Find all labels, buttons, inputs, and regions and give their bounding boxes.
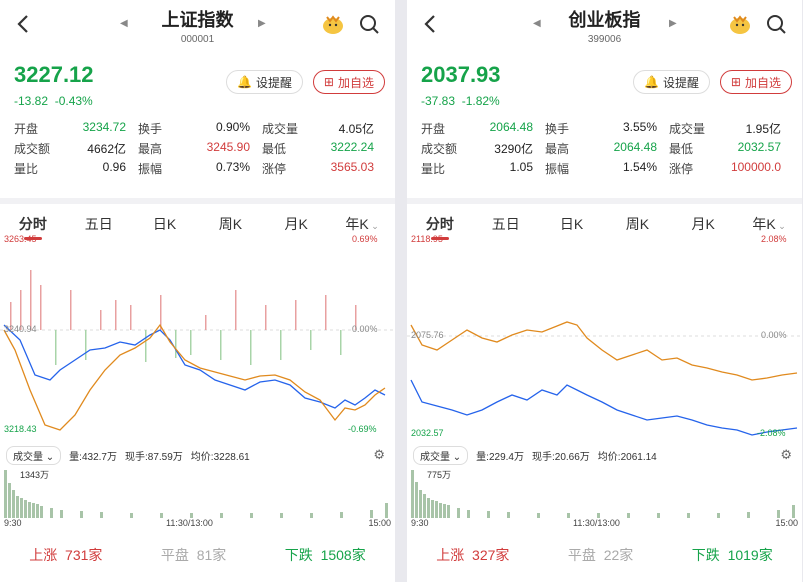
intraday-chart: 2118.95 2.08% 2075.76 0.00% 2032.57 -2.0… [407,234,802,438]
advancers: 上涨 327家 [436,547,510,563]
tab-weekly-k[interactable]: 周K [218,216,243,232]
unchanged: 平盘 22家 [567,547,634,563]
panel-chinext: ◀ 创业板指 399006 ▶ 2037.93 -37.83 -1.82% 🔔 设… [407,0,802,582]
market-breadth: 上涨 731家 平盘 81家 下跌 1508家 [0,540,395,570]
index-name: 上证指数 [161,10,234,30]
tab-monthly-k[interactable]: 月K [284,216,308,232]
search-icon[interactable] [357,12,381,36]
chart-top-pct: 2.08% [761,234,787,244]
price-change: -37.83 -1.82% [421,94,500,108]
search-icon[interactable] [764,12,788,36]
add-watchlist-button[interactable]: ⊞ 加自选 [312,70,385,94]
price-change: -13.82 -0.43% [14,94,93,108]
period-tabs: 分时 五日 日K 周K 月K 年K ⌄ [0,198,395,240]
add-watchlist-button[interactable]: ⊞ 加自选 [719,70,792,94]
chart-mid-pct: 0.00% [352,324,378,334]
back-icon[interactable] [12,12,36,36]
volume-max-label: 1343万 [20,470,49,480]
chart-bottom-pct: -2.08% [757,428,786,438]
tab-yearly-k[interactable]: 年K ⌄ [752,216,786,232]
bell-icon: 🔔 [644,75,659,89]
tab-weekly-k[interactable]: 周K [625,216,650,232]
mascot-icon[interactable] [321,12,345,36]
nav-bar: ◀ 创业板指 399006 ▶ [407,0,802,52]
stats-grid: 开盘 2064.48 换手 3.55% 成交量 1.95亿 成交额 3290亿 最高 20… [421,119,781,176]
plus-square-icon: ⊞ [323,75,334,89]
decliners: 下跌 1508家 [284,547,366,563]
prev-index-icon[interactable]: ◀ [533,18,541,29]
plus-square-icon: ⊞ [730,75,741,89]
next-index-icon[interactable]: ▶ [258,18,266,29]
price-line [410,379,798,436]
volume-info-bar: 成交量 ⌄ 量:229.4万 现手:20.66万 均价:2061.14 ⚙ [407,444,802,466]
volume-max-label: 775万 [427,470,451,480]
index-code: 000001 [180,34,215,45]
stats-grid: 开盘 3234.72 换手 0.90% 成交量 4.05亿 成交额 4662亿 最高 32… [14,119,374,176]
chart-top-price: 3263.45 [4,234,37,244]
volume-bars-overlay [10,270,357,365]
bell-icon: 🔔 [237,75,252,89]
chart-bottom-price: 2032.57 [411,428,444,438]
index-name: 创业板指 [568,10,641,30]
set-reminder-button[interactable]: 🔔 设提醒 [226,70,303,94]
volume-info-bar: 成交量 ⌄ 量:432.7万 现手:87.59万 均价:3228.61 ⚙ [0,444,395,466]
price-line [3,324,386,409]
nav-bar: ◀ 上证指数 000001 ▶ [0,0,395,52]
chevron-down-icon: ⌄ [775,221,786,231]
volume-chart: 1343万 [4,470,388,518]
tab-intraday[interactable]: 分时 [0,214,66,240]
tab-daily-k[interactable]: 日K [559,216,584,232]
avg-line [410,321,798,381]
current-price: 3227.12 [14,62,94,87]
prev-index-icon[interactable]: ◀ [120,18,128,29]
tab-five-day[interactable]: 五日 [491,216,520,232]
avg-line [3,323,386,431]
market-breadth: 上涨 327家 平盘 22家 下跌 1019家 [407,540,802,570]
tab-monthly-k[interactable]: 月K [691,216,715,232]
chart-mid-price: 3240.94 [4,324,37,334]
intraday-chart: 3263.45 0.69% 3240.94 0.00% 3218.43 -0.6… [0,234,395,434]
volume-chart: 775万 [411,470,795,518]
chart-bottom-pct: -0.69% [348,424,377,434]
mascot-icon[interactable] [728,12,752,36]
current-price: 2037.93 [421,62,501,87]
period-tabs: 分时 五日 日K 周K 月K 年K ⌄ [407,198,802,240]
next-index-icon[interactable]: ▶ [669,18,677,29]
settings-icon[interactable]: ⚙ [373,447,385,462]
chart-top-pct: 0.69% [352,234,378,244]
chart-mid-price: 2075.76 [411,330,444,340]
volume-selector[interactable]: 成交量 ⌄ [6,445,62,465]
decliners: 下跌 1019家 [691,547,773,563]
tab-intraday[interactable]: 分时 [407,214,473,240]
set-reminder-button[interactable]: 🔔 设提醒 [633,70,710,94]
volume-selector[interactable]: 成交量 ⌄ [413,445,469,465]
panel-shanghai: ◀ 上证指数 000001 ▶ 3227.12 -13.82 -0.43% 🔔 设… [0,0,395,582]
settings-icon[interactable]: ⚙ [780,447,792,462]
advancers: 上涨 731家 [29,547,103,563]
unchanged: 平盘 81家 [160,547,227,563]
chevron-down-icon: ⌄ [368,221,379,231]
back-icon[interactable] [419,12,443,36]
index-code: 399006 [587,34,622,45]
tab-yearly-k[interactable]: 年K ⌄ [345,216,379,232]
chart-top-price: 2118.95 [411,234,443,244]
tab-five-day[interactable]: 五日 [84,216,113,232]
chart-mid-pct: 0.00% [761,330,787,340]
tab-daily-k[interactable]: 日K [152,216,177,232]
chart-bottom-price: 3218.43 [4,424,37,434]
